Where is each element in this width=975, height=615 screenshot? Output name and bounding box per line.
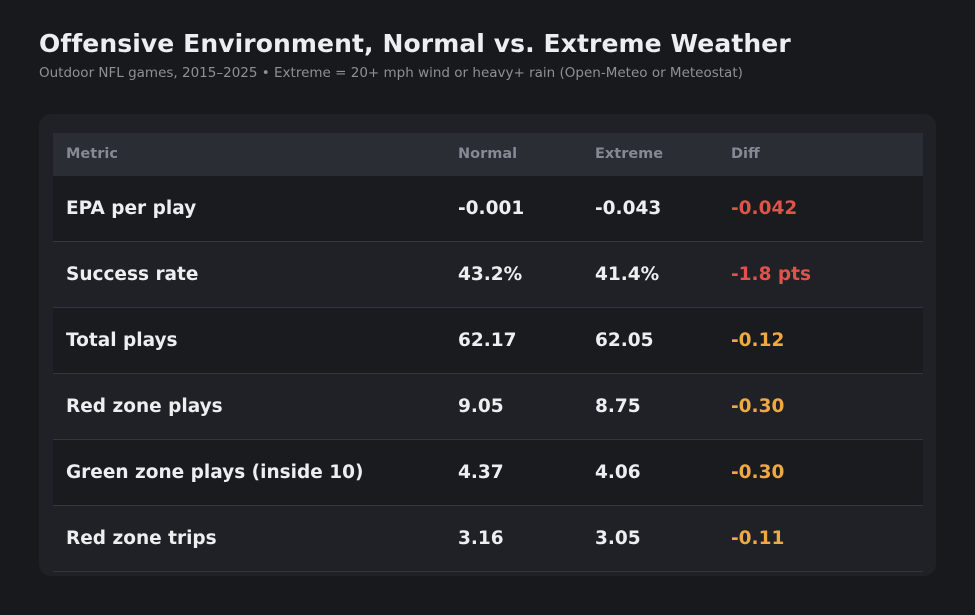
table-header-row: Metric Normal Extreme Diff (53, 133, 923, 176)
comparison-table: Metric Normal Extreme Diff EPA per play -… (53, 133, 923, 572)
normal-value-cell: 3.16 (458, 528, 504, 549)
table-row: Total plays 62.17 62.05 -0.12 (53, 308, 923, 374)
metric-cell: Total plays (66, 330, 178, 351)
chart-subtitle: Outdoor NFL games, 2015–2025 • Extreme =… (39, 65, 743, 81)
diff-value-cell: -0.042 (731, 198, 798, 219)
diff-value-cell: -1.8 pts (731, 264, 811, 285)
metric-cell: Green zone plays (inside 10) (66, 462, 364, 483)
table-row: Red zone trips 3.16 3.05 -0.11 (53, 506, 923, 572)
extreme-value-cell: 8.75 (595, 396, 641, 417)
table-card: Metric Normal Extreme Diff EPA per play -… (39, 114, 936, 576)
table-row: EPA per play -0.001 -0.043 -0.042 (53, 176, 923, 242)
normal-value-cell: -0.001 (458, 198, 525, 219)
normal-value-cell: 62.17 (458, 330, 517, 351)
table-row: Green zone plays (inside 10) 4.37 4.06 -0.3… (53, 440, 923, 506)
normal-value-cell: 43.2% (458, 264, 523, 285)
metric-cell: Red zone plays (66, 396, 223, 417)
extreme-value-cell: 4.06 (595, 462, 641, 483)
extreme-value-cell: 3.05 (595, 528, 641, 549)
chart-title: Offensive Environment, Normal vs. Extrem… (39, 29, 791, 58)
diff-value-cell: -0.12 (731, 330, 785, 351)
normal-value-cell: 9.05 (458, 396, 504, 417)
table-row: Success rate 43.2% 41.4% -1.8 pts (53, 242, 923, 308)
diff-value-cell: -0.30 (731, 462, 785, 483)
normal-value-cell: 4.37 (458, 462, 504, 483)
metric-cell: Success rate (66, 264, 199, 285)
table-body: EPA per play -0.001 -0.043 -0.042 Success ra… (53, 176, 923, 572)
column-header-extreme: Extreme (595, 146, 664, 162)
table-row: Red zone plays 9.05 8.75 -0.30 (53, 374, 923, 440)
diff-value-cell: -0.30 (731, 396, 785, 417)
diff-value-cell: -0.11 (731, 528, 785, 549)
extreme-value-cell: -0.043 (595, 198, 662, 219)
column-header-normal: Normal (458, 146, 518, 162)
extreme-value-cell: 41.4% (595, 264, 660, 285)
extreme-value-cell: 62.05 (595, 330, 654, 351)
column-header-diff: Diff (731, 146, 760, 162)
metric-cell: Red zone trips (66, 528, 217, 549)
metric-cell: EPA per play (66, 198, 197, 219)
column-header-metric: Metric (66, 146, 118, 162)
